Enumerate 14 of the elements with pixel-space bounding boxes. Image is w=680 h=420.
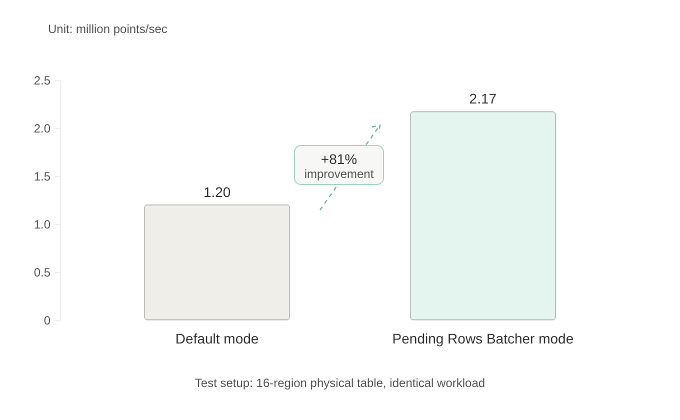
y-tick-label: 2.5 [34, 74, 51, 88]
data-label: 1.20 [203, 184, 231, 200]
y-tick-label: 2.0 [34, 122, 51, 136]
text: Test setup: 16-region physical table, identical workload [194, 376, 486, 390]
annotation: +81% [320, 151, 358, 167]
y-tick-label: 1.0 [34, 218, 51, 232]
y-tick-label: 0 [44, 314, 51, 328]
annotation: improvement [303, 167, 375, 181]
data-label: 2.17 [469, 90, 497, 107]
x-tick-label: Pending Rows Batcher mode [392, 330, 574, 346]
x-tick-label: Default mode [175, 330, 259, 346]
y-tick-label: 1.5 [34, 170, 51, 184]
y-tick-label: 0.5 [34, 266, 51, 280]
chart-title: Unit: million points/sec [48, 22, 168, 36]
